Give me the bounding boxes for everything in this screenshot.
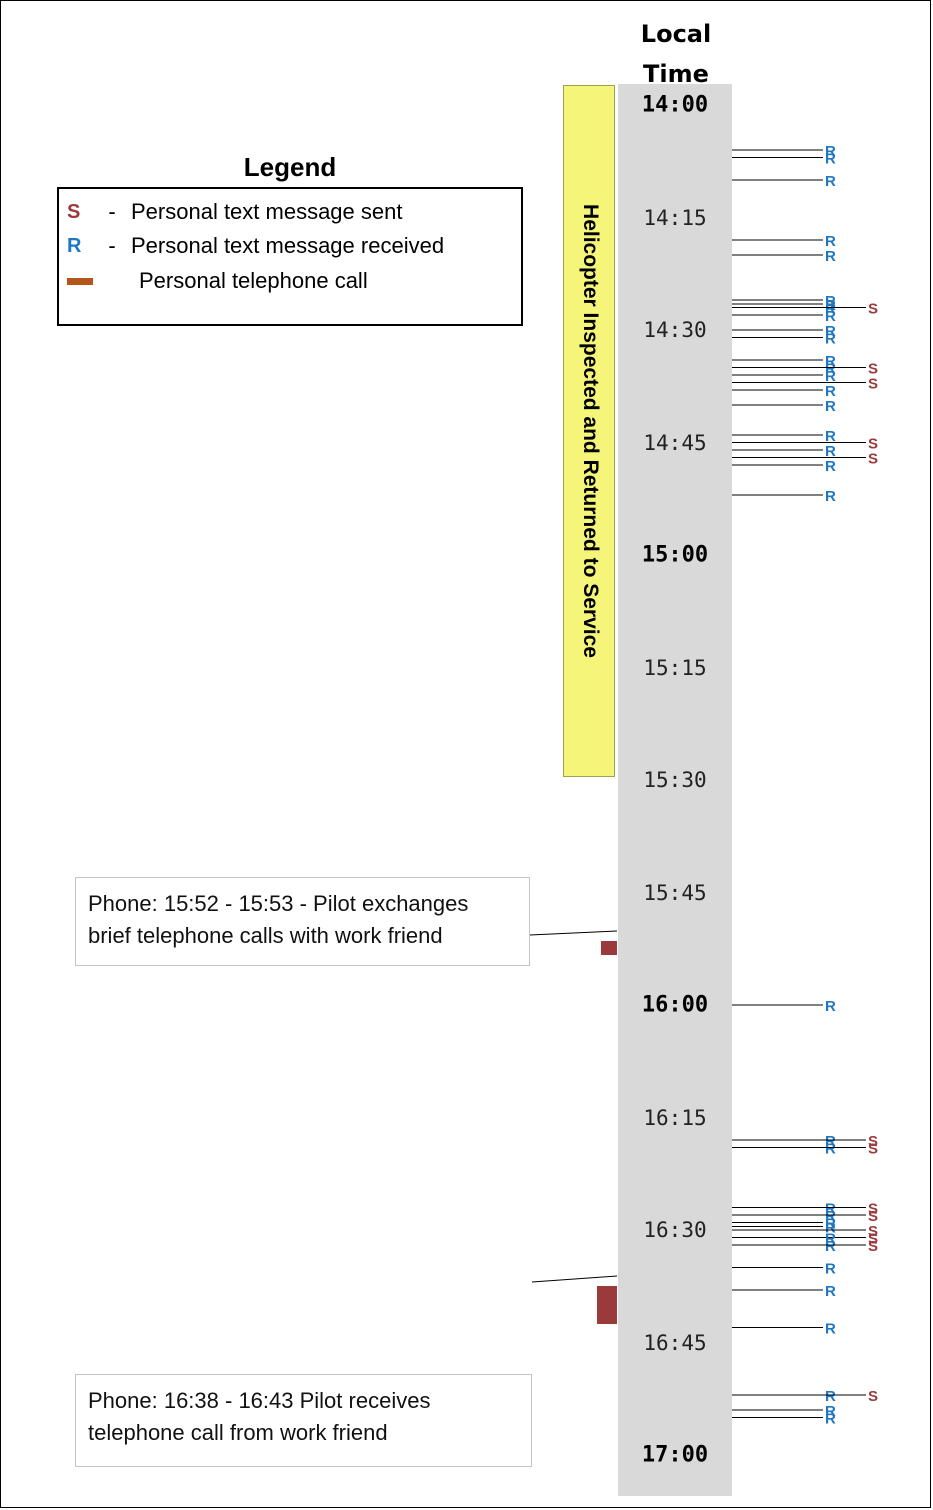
received-marker: R (825, 368, 836, 385)
legend-dash: - (108, 199, 116, 224)
received-marker: R (825, 428, 836, 445)
sent-marker: S (868, 1388, 878, 1405)
time-label: 14:30 (643, 318, 707, 342)
received-marker: R (825, 1388, 836, 1405)
legend-item-sent: S - Personal text message sent (67, 197, 402, 227)
time-label: 16:00 (641, 992, 709, 1018)
note-line: brief telephone calls with work friend (88, 923, 443, 948)
legend-dash: - (108, 233, 116, 258)
legend-text-call: Personal telephone call (139, 268, 368, 293)
received-marker: R (825, 301, 836, 318)
received-marker: R (825, 458, 836, 475)
received-marker: R (825, 443, 836, 460)
phone-call-note-2: Phone: 16:38 - 16:43 Pilot receives tele… (75, 1374, 532, 1467)
received-marker: R (825, 353, 836, 370)
legend-symbol-received: R (67, 234, 82, 257)
sent-marker: S (868, 1208, 878, 1225)
received-marker: R (825, 998, 836, 1015)
time-label: 15:15 (643, 655, 707, 680)
time-label: 17:00 (641, 1442, 709, 1468)
sent-marker: S (868, 1238, 878, 1255)
received-marker: R (825, 308, 836, 325)
maintenance-period-bar (563, 85, 615, 777)
received-marker: R (825, 1283, 836, 1300)
time-label: 16:15 (643, 1105, 707, 1130)
sent-marker: S (868, 301, 878, 318)
sent-marker: S (868, 1141, 878, 1158)
received-marker: R (825, 1321, 836, 1338)
sent-marker: S (868, 1133, 878, 1150)
time-label: 14:00 (641, 92, 709, 118)
received-marker: R (825, 488, 836, 505)
phone-call-leader-line (531, 1275, 618, 1283)
received-marker: R (825, 1411, 836, 1428)
time-label: 15:45 (643, 880, 707, 905)
received-marker: R (825, 151, 836, 168)
received-marker: R (825, 1238, 836, 1255)
time-label: 15:00 (641, 542, 709, 568)
legend-text-sent: Personal text message sent (131, 199, 403, 224)
received-marker: R (825, 383, 836, 400)
received-marker: R (825, 1141, 836, 1158)
sent-marker: S (868, 451, 878, 468)
sent-marker: S (868, 361, 878, 378)
received-marker: R (825, 143, 836, 160)
received-marker: R (825, 361, 836, 378)
sent-marker: S (868, 1223, 878, 1240)
legend-text-received: Personal text message received (131, 233, 445, 258)
received-marker: R (825, 248, 836, 265)
legend: S - Personal text message sent R - Perso… (57, 187, 523, 326)
phone-call-note-1: Phone: 15:52 - 15:53 - Pilot exchanges b… (75, 877, 530, 966)
received-marker: R (825, 1133, 836, 1150)
time-label: 16:30 (643, 1218, 707, 1242)
time-label: 16:45 (643, 1330, 707, 1355)
received-marker: R (825, 1201, 836, 1218)
received-marker: R (825, 1220, 836, 1237)
received-marker: R (825, 1208, 836, 1225)
received-marker: R (825, 331, 836, 348)
phone-call-bar (597, 1286, 617, 1324)
time-label: 14:15 (643, 205, 707, 230)
time-label: 15:30 (643, 768, 707, 792)
time-axis-column (618, 84, 732, 1496)
legend-title: Legend (243, 152, 337, 182)
phone-call-bar (601, 941, 617, 955)
time-label: 14:45 (643, 430, 707, 455)
received-marker: R (825, 1403, 836, 1420)
received-marker: R (825, 323, 836, 340)
received-marker: R (825, 173, 836, 190)
received-marker: R (825, 1261, 836, 1278)
received-marker: R (825, 233, 836, 250)
phone-call-leader-line (529, 930, 618, 936)
received-marker: R (825, 1216, 836, 1233)
time-axis-title: Local Time (640, 20, 712, 88)
note-line: Phone: 16:38 - 16:43 Pilot receives (88, 1388, 431, 1413)
sent-marker: S (868, 1201, 878, 1218)
received-marker: R (825, 297, 836, 314)
sent-marker: S (868, 1231, 878, 1248)
note-line: Phone: 15:52 - 15:53 - Pilot exchanges (88, 891, 469, 916)
sent-marker: S (868, 436, 878, 453)
note-line: telephone call from work friend (88, 1420, 388, 1445)
phone-call-swatch (67, 277, 93, 285)
legend-item-received: R - Personal text message received (67, 231, 444, 261)
legend-symbol-sent: S (67, 200, 81, 223)
received-marker: R (825, 1231, 836, 1248)
received-marker: R (825, 293, 836, 310)
received-marker: R (825, 398, 836, 415)
legend-item-call: Personal telephone call (67, 266, 368, 296)
sent-marker: S (868, 376, 878, 393)
